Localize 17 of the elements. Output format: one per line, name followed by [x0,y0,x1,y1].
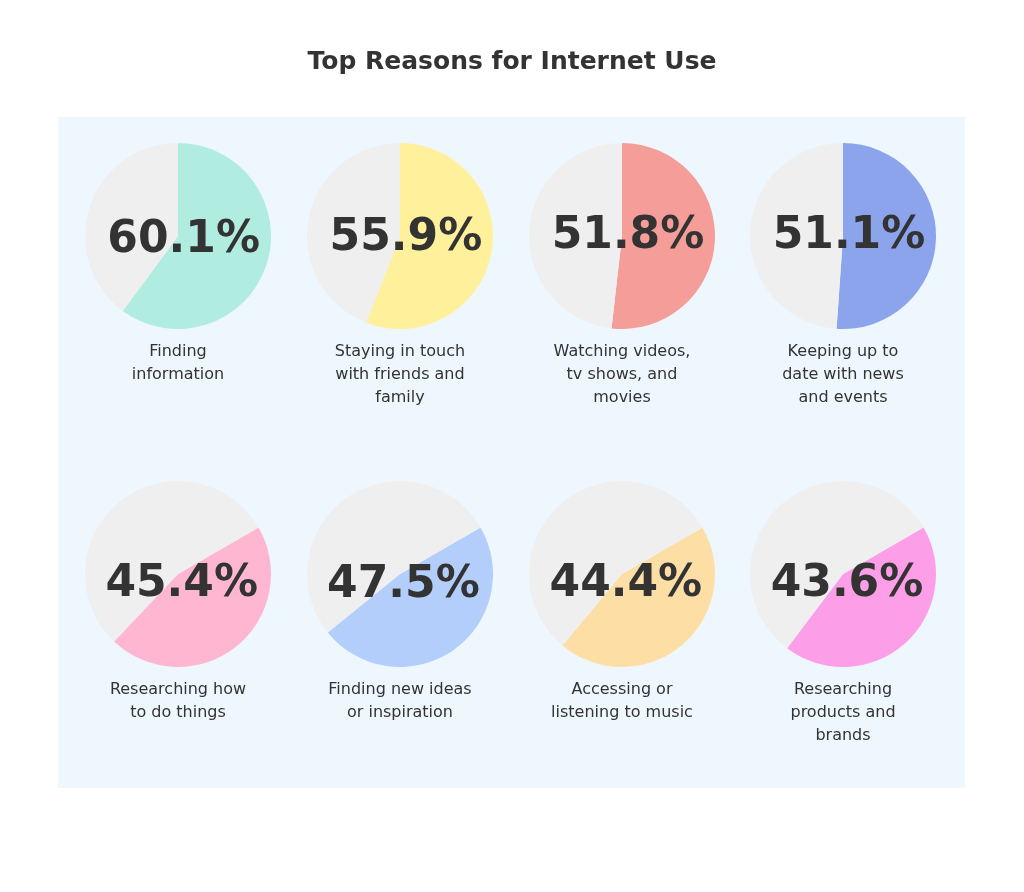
data-label: 43.6% [770,554,924,606]
slice-label: Researching how to do things [108,678,248,723]
slice-label: Researching products and brands [789,678,897,746]
slice-label: Finding information [130,340,226,385]
slice-label: Finding new ideas or inspiration [327,678,473,723]
data-label: 60.1% [107,210,261,262]
data-label: 51.1% [772,206,926,258]
data-label: 44.4% [549,555,703,607]
slice-label: Watching videos, tv shows, and movies [552,340,692,408]
slice-label: Accessing or listening to music [550,678,694,723]
data-label: 45.4% [105,555,259,607]
text: Top Reasons for Internet Use [306,46,718,75]
data-label: 51.8% [551,207,705,259]
slice-label: Keeping up to date with news and events [781,340,905,408]
slice-label: Staying in touch with friends and family [333,340,467,408]
data-label: 47.5% [327,555,480,607]
data-label: 55.9% [329,209,483,261]
